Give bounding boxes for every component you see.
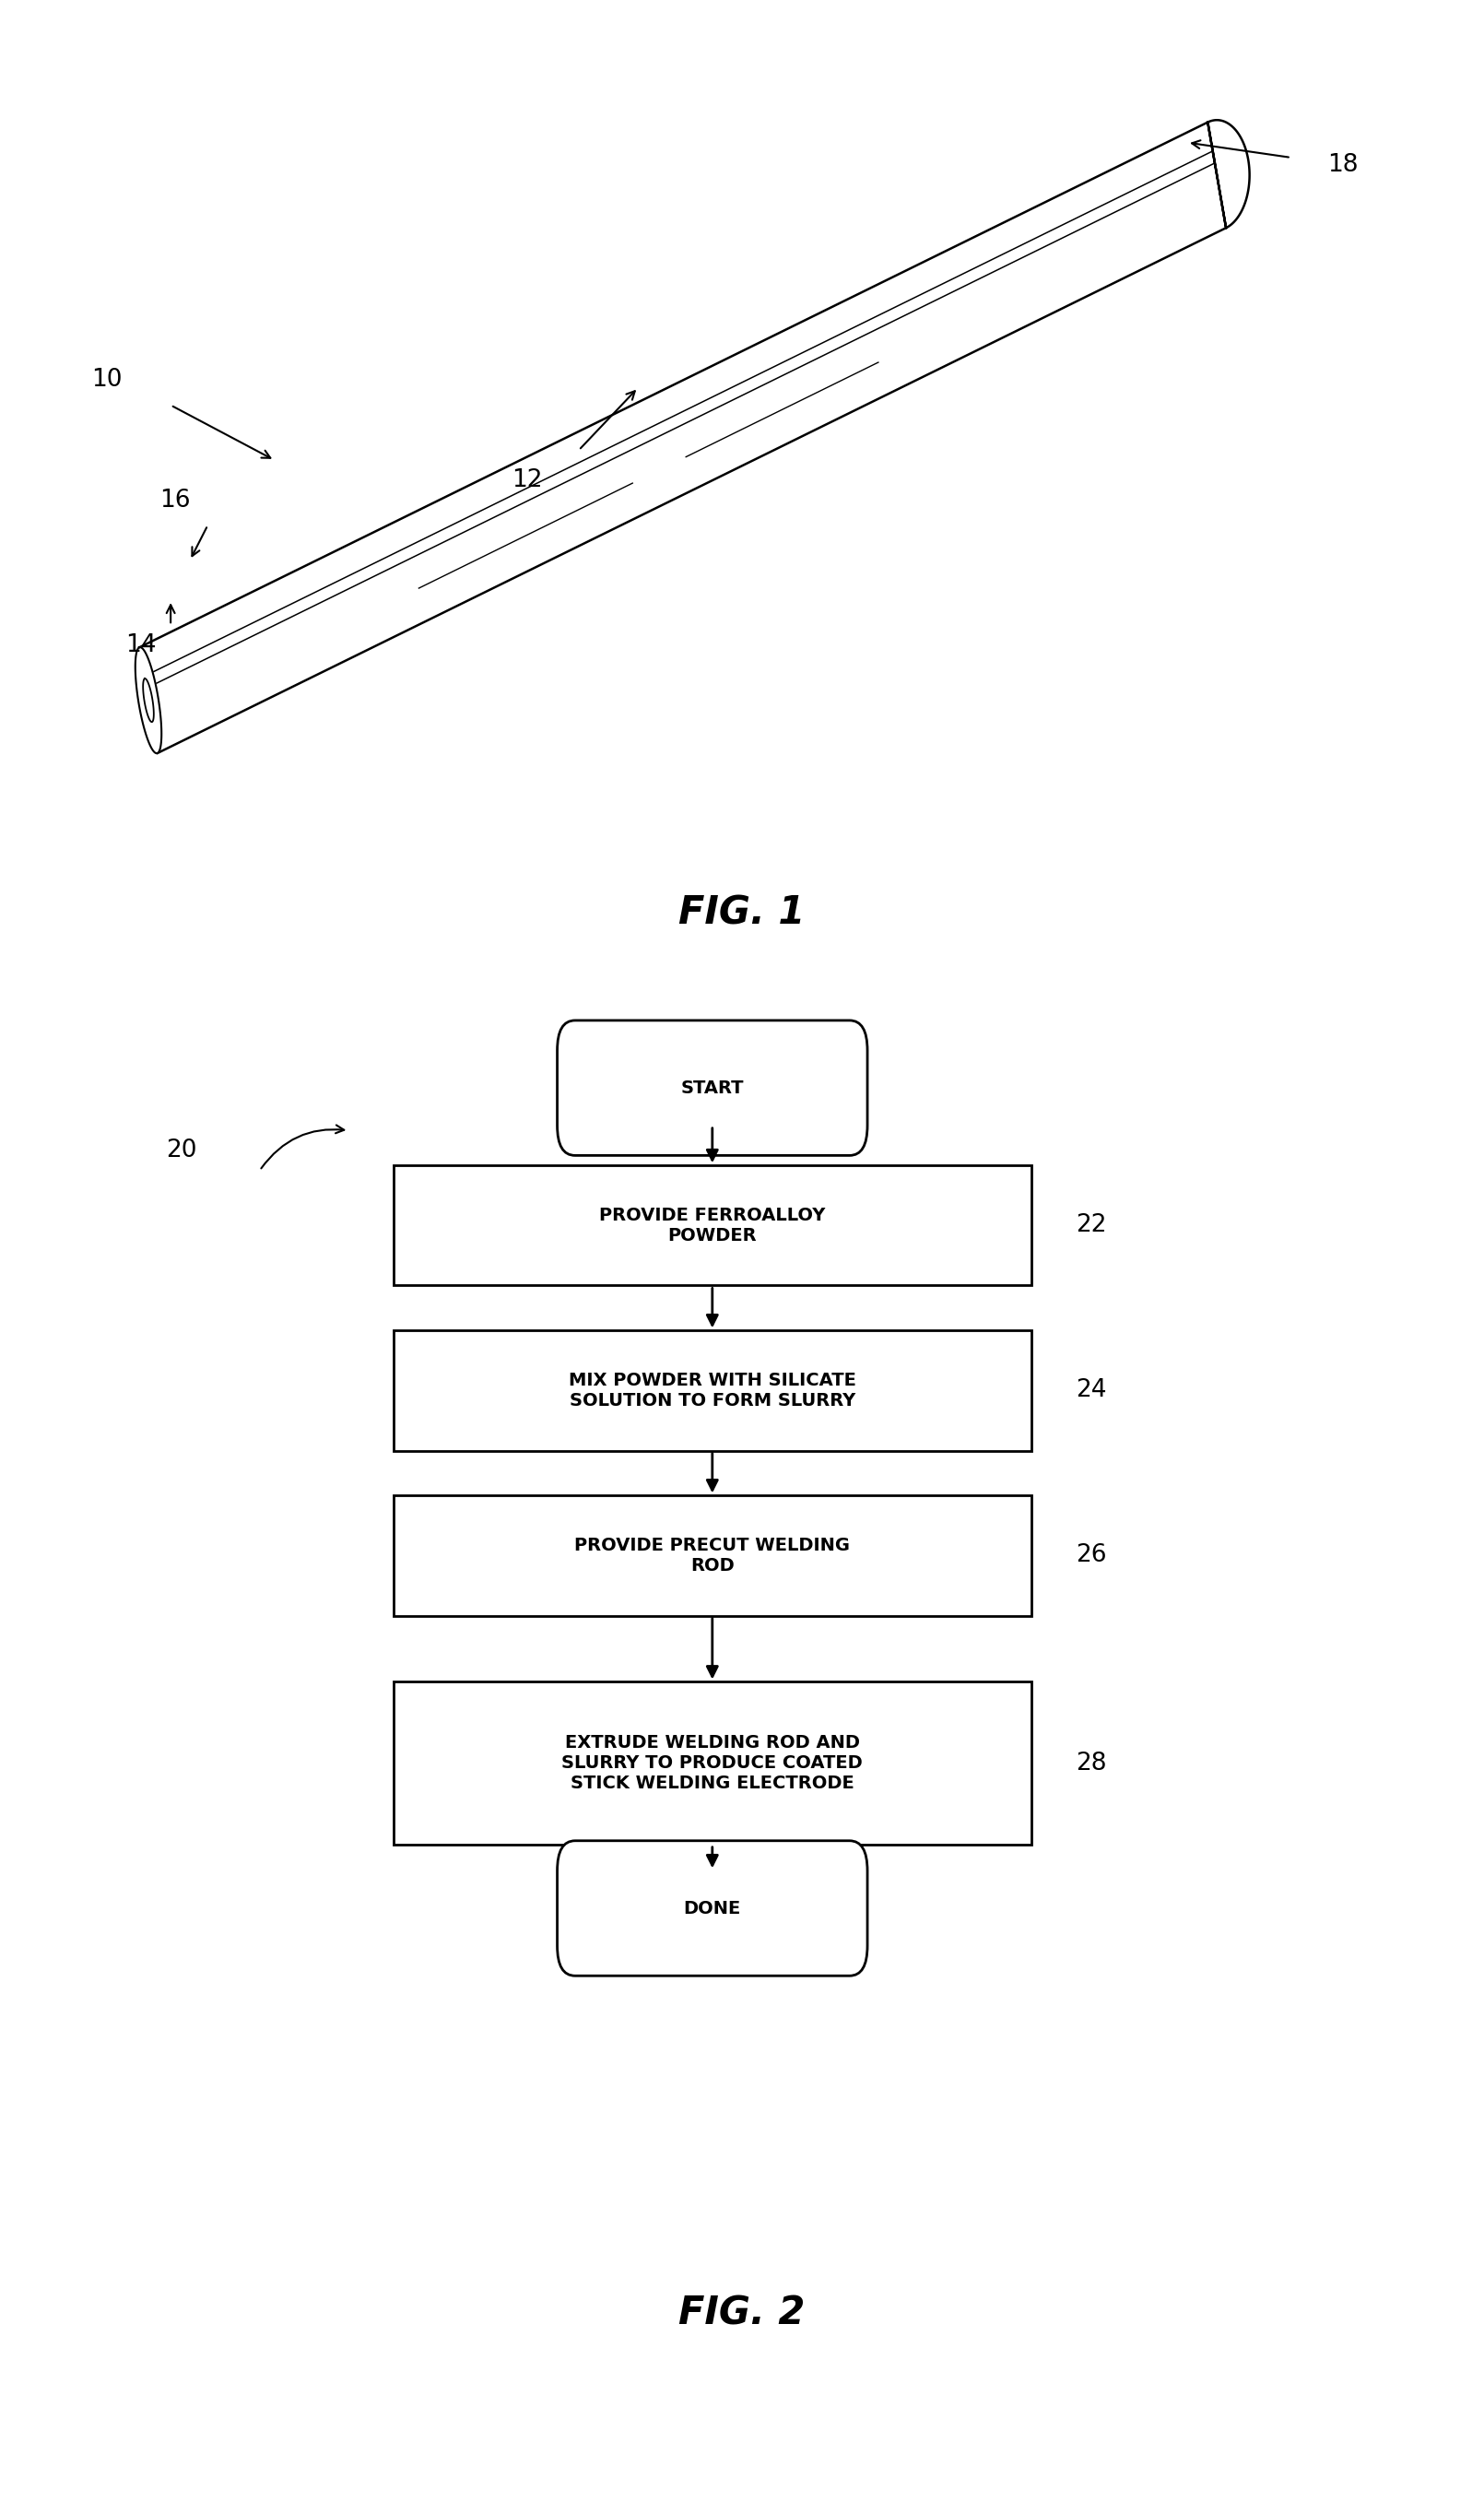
- Text: 18: 18: [1328, 153, 1358, 178]
- Text: 24: 24: [1076, 1378, 1107, 1403]
- Text: 26: 26: [1076, 1543, 1107, 1568]
- Bar: [393, 1165, 1031, 1286]
- Text: 22: 22: [1076, 1213, 1107, 1238]
- Text: FIG. 2: FIG. 2: [678, 2293, 806, 2333]
- Bar: [393, 1496, 1031, 1616]
- Text: FIG. 1: FIG. 1: [678, 893, 806, 933]
- Text: 16: 16: [160, 488, 190, 513]
- Polygon shape: [142, 678, 154, 723]
- Text: 28: 28: [1076, 1751, 1107, 1776]
- FancyBboxPatch shape: [556, 1020, 867, 1155]
- FancyBboxPatch shape: [556, 1841, 867, 1976]
- Text: DONE: DONE: [684, 1898, 741, 1918]
- Bar: [393, 1331, 1031, 1451]
- Polygon shape: [1208, 120, 1250, 228]
- Text: EXTRUDE WELDING ROD AND
SLURRY TO PRODUCE COATED
STICK WELDING ELECTRODE: EXTRUDE WELDING ROD AND SLURRY TO PRODUC…: [562, 1733, 862, 1793]
- Polygon shape: [139, 123, 1226, 753]
- Text: MIX POWDER WITH SILICATE
SOLUTION TO FORM SLURRY: MIX POWDER WITH SILICATE SOLUTION TO FOR…: [568, 1371, 856, 1411]
- Text: START: START: [681, 1078, 743, 1098]
- Text: 12: 12: [512, 468, 542, 493]
- Text: 10: 10: [92, 368, 122, 393]
- Text: PROVIDE FERROALLOY
POWDER: PROVIDE FERROALLOY POWDER: [600, 1205, 825, 1245]
- Text: PROVIDE PRECUT WELDING
ROD: PROVIDE PRECUT WELDING ROD: [574, 1536, 850, 1576]
- Bar: [393, 1683, 1031, 1846]
- Text: 20: 20: [166, 1138, 196, 1163]
- Text: 14: 14: [126, 633, 156, 658]
- Polygon shape: [135, 648, 162, 753]
